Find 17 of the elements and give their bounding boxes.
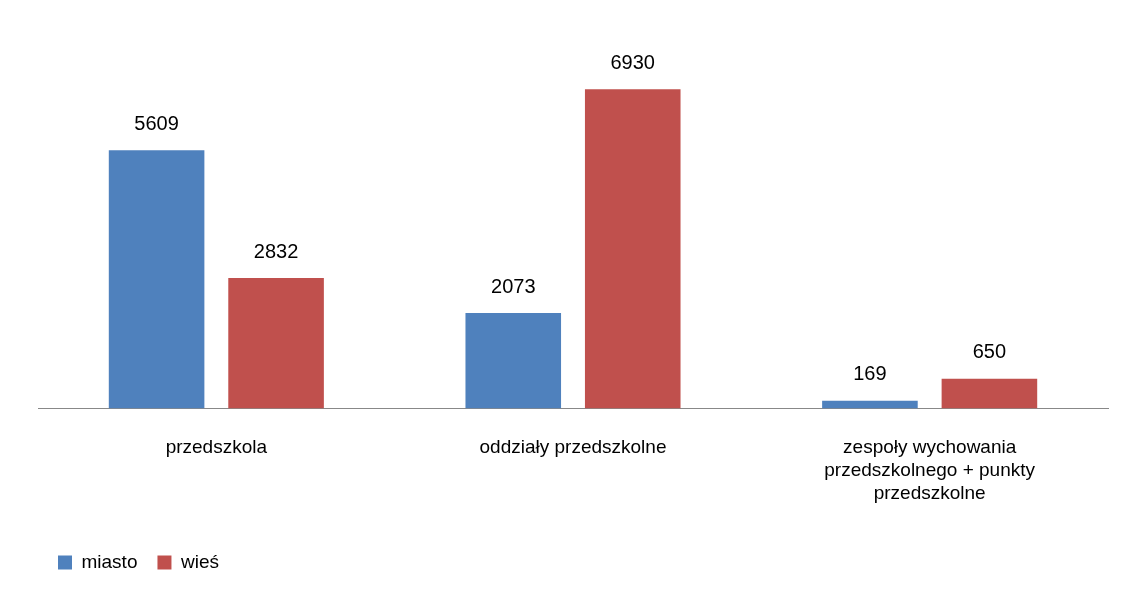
- data-label: 6930: [610, 50, 655, 73]
- x-tick-label: oddziały przedszkolne: [479, 436, 667, 458]
- x-tick-label: przedszkola: [165, 436, 268, 458]
- bar: [465, 313, 562, 409]
- x-tick-label: zespoły wychowania przedszkolnego + punkty przedszkolne: [824, 436, 1036, 503]
- data-label: 650: [972, 340, 1007, 363]
- bar: [108, 150, 205, 409]
- data-label: 2832: [253, 239, 299, 262]
- bar: [941, 378, 1038, 409]
- legend-label: wieś: [179, 550, 219, 572]
- bar: [228, 278, 324, 409]
- bar: [822, 400, 918, 409]
- data-label: 5609: [134, 111, 179, 134]
- legend-label: miasto: [81, 550, 138, 572]
- data-label: 169: [853, 362, 887, 385]
- data-label: 2073: [491, 274, 536, 297]
- bar: [584, 89, 681, 409]
